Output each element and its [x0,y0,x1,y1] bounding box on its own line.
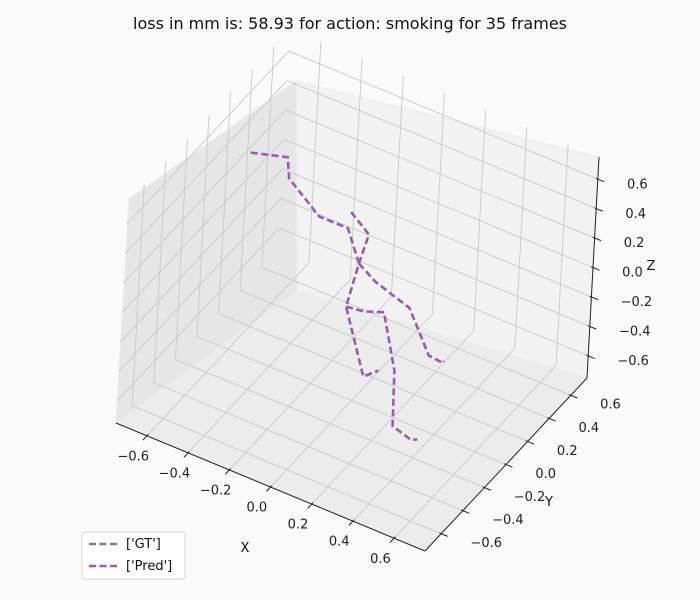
y-grid-floor [196,336,507,465]
x-tick [307,502,314,509]
z-grid-back [282,168,592,298]
ticks: −0.6−0.4−0.20.00.20.40.6−0.6−0.4−0.20.00… [117,177,652,566]
x-tick-label: −0.2 [200,484,232,499]
y-tick-label: 0.4 [579,421,600,436]
z-tick-label: 0.0 [622,266,643,281]
y-grid-floor [153,382,463,512]
y-grid-floor [175,359,485,488]
legend: ['GT'] ['Pred'] [81,531,186,580]
x-axis-label: X [241,541,250,556]
z-grid-back [288,50,598,180]
z-tick-label: 0.4 [625,207,646,222]
y-tick-label: −0.2 [514,490,546,505]
z-grid-back [287,80,597,209]
y-grid-floor [261,266,571,396]
z-tick [594,207,603,212]
legend-box [81,531,186,580]
z-tick [589,295,599,301]
z-tick-label: −0.2 [621,295,653,310]
x-tick [142,433,149,441]
legend-gt-label: ['GT'] [126,537,161,552]
z-tick-label: −0.6 [617,354,649,369]
y-tick [439,532,448,537]
z-grid-left [116,227,280,402]
pred-limb-3 [345,305,418,442]
y-tick [503,463,513,468]
x-tick [348,519,355,526]
z-tick-label: 0.2 [624,236,645,251]
z-tick [586,354,595,360]
pred-limb-0 [344,211,379,379]
y-tick-label: −0.6 [471,536,503,551]
z-grid-back [283,139,594,268]
y-tick-label: 0.2 [557,444,578,459]
x-tick-label: 0.0 [246,501,267,516]
x-tick-label: 0.6 [370,552,391,567]
z-axis-label: Z [647,259,656,274]
y-tick-label: −0.4 [492,513,524,528]
z-grid-left [120,168,283,343]
z-grid-left [123,109,286,284]
z-grid-back [280,198,590,327]
x-tick [266,485,273,492]
y-tick [547,417,556,422]
z-tick [595,177,605,183]
x-tick-label: −0.6 [117,449,149,464]
axes-panes [114,80,600,552]
y-tick [482,486,492,491]
x-tick [224,468,232,475]
z-tick [587,325,597,330]
x-tick-label: −0.4 [159,466,191,481]
z-grid-back [279,227,589,357]
y-grid-floor [240,289,550,419]
z-tick-label: −0.4 [619,325,651,340]
z-tick-label: 0.6 [627,177,648,192]
legend-pred-label: ['Pred'] [126,559,172,574]
x-tick [389,536,396,543]
y-axis-label: Y [544,495,553,510]
y-tick [568,394,578,399]
z-grid-left [118,198,282,372]
pred-skeleton [248,151,445,442]
y-tick-label: 0.0 [535,467,556,482]
z-tick [590,266,600,271]
z-grid-left [124,80,288,254]
z-grid-left [121,139,285,313]
chart-title: loss in mm is: 58.93 for action: smoking… [133,14,567,33]
y-tick-label: 0.6 [600,398,621,413]
x-tick-label: 0.2 [288,518,309,533]
z-grid-left [126,50,290,225]
y-tick [525,440,535,445]
gridlines [116,41,598,539]
y-grid-floor [218,313,528,442]
x-tick [183,451,190,458]
y-tick [460,509,470,514]
x-tick-label: 0.4 [329,535,350,550]
y-grid-floor [132,405,442,535]
z-grid-back [285,109,595,239]
z-tick [592,236,602,242]
